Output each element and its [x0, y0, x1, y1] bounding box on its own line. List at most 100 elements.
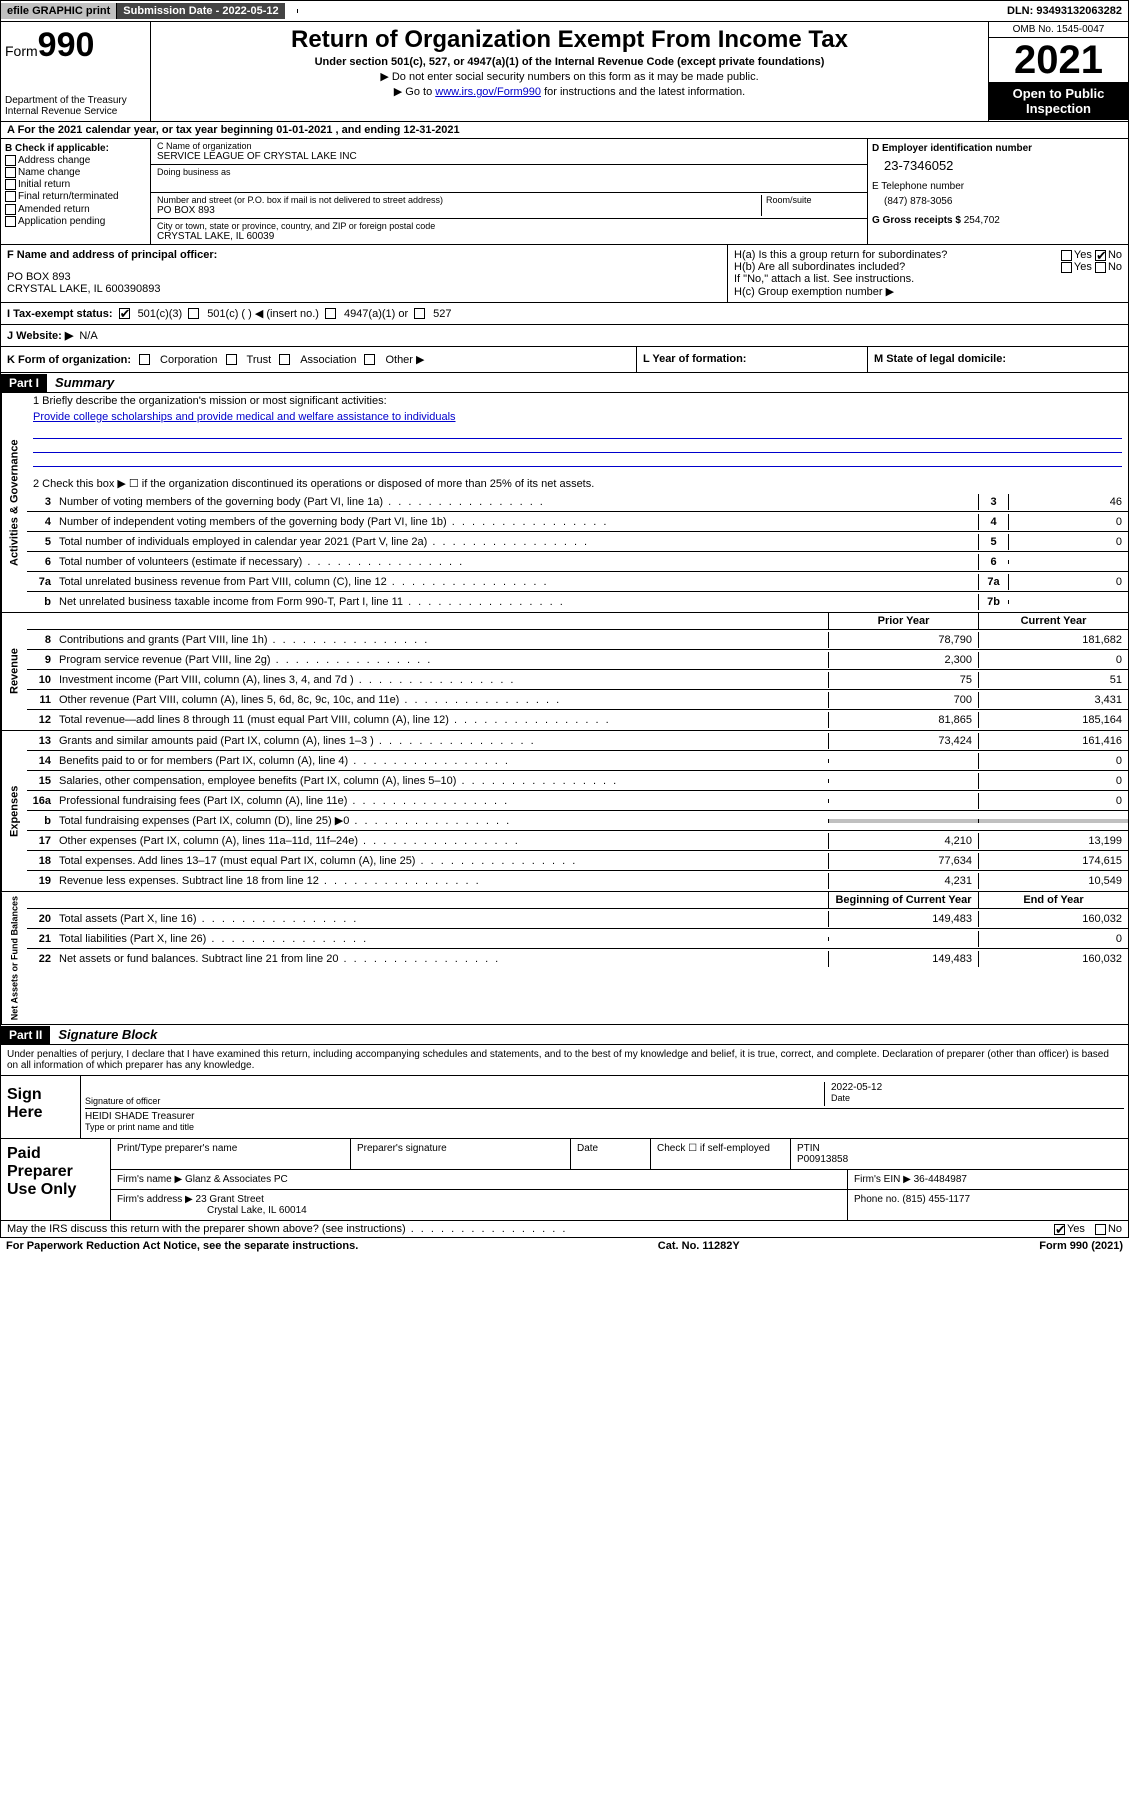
q2-checkbox: 2 Check this box ▶ ☐ if the organization…: [27, 475, 1128, 492]
firm-ein: Firm's EIN ▶ 36-4484987: [848, 1170, 1128, 1189]
line-21: 21Total liabilities (Part X, line 26)0: [27, 929, 1128, 949]
signature-declaration: Under penalties of perjury, I declare th…: [0, 1045, 1129, 1076]
chk-amended[interactable]: Amended return: [5, 204, 146, 215]
hb-note: If "No," attach a list. See instructions…: [734, 273, 1122, 285]
sig-date-label: Date: [831, 1093, 1124, 1103]
i-label: I Tax-exempt status:: [7, 308, 113, 320]
q1-label: 1 Briefly describe the organization's mi…: [27, 393, 1128, 409]
omb-number: OMB No. 1545-0047: [989, 22, 1128, 38]
footer-left: For Paperwork Reduction Act Notice, see …: [6, 1240, 358, 1252]
chk-corp[interactable]: [139, 354, 150, 365]
row-i-tax-status: I Tax-exempt status: 501(c)(3) 501(c) ( …: [0, 303, 1129, 325]
sig-officer-label: Signature of officer: [85, 1096, 824, 1106]
line-15: 15Salaries, other compensation, employee…: [27, 771, 1128, 791]
sign-here-label: Sign Here: [1, 1076, 81, 1138]
irs-label: Internal Revenue Service: [5, 106, 146, 117]
line-11: 11Other revenue (Part VIII, column (A), …: [27, 690, 1128, 710]
row-klm: K Form of organization: Corporation Trus…: [0, 347, 1129, 373]
org-city: CRYSTAL LAKE, IL 60039: [157, 231, 861, 242]
j-label: J Website: ▶: [7, 329, 73, 342]
gov-line-3: 3Number of voting members of the governi…: [27, 492, 1128, 512]
part2-badge: Part II: [1, 1026, 50, 1044]
rev-col-header: Prior Year Current Year: [27, 613, 1128, 630]
line-18: 18Total expenses. Add lines 13–17 (must …: [27, 851, 1128, 871]
tel-value: (847) 878-3056: [872, 192, 1124, 215]
chk-name-change[interactable]: Name change: [5, 167, 146, 178]
paid-preparer-block: Paid Preparer Use Only Print/Type prepar…: [0, 1139, 1129, 1221]
col-b-checkboxes: B Check if applicable: Address change Na…: [1, 139, 151, 244]
vtab-net: Net Assets or Fund Balances: [1, 892, 27, 1024]
note-link: ▶ Go to www.irs.gov/Form990 for instruct…: [155, 85, 984, 98]
gross-receipts: G Gross receipts $ 254,702: [872, 215, 1124, 226]
sig-date: 2022-05-12: [831, 1082, 1124, 1093]
firm-name-row: Firm's name ▶ Glanz & Associates PC: [111, 1170, 848, 1189]
row-j-website: J Website: ▶ N/A: [0, 325, 1129, 347]
chk-app-pending[interactable]: Application pending: [5, 216, 146, 227]
prep-sig-hdr: Preparer's signature: [351, 1139, 571, 1169]
col-h-group: H(a) Is this a group return for subordin…: [728, 245, 1128, 302]
line-22: 22Net assets or fund balances. Subtract …: [27, 949, 1128, 969]
col-d: D Employer identification number 23-7346…: [868, 139, 1128, 244]
header-left: Form990 Department of the Treasury Inter…: [1, 22, 151, 121]
form-number: 990: [38, 26, 95, 64]
col-f-officer: F Name and address of principal officer:…: [1, 245, 728, 302]
chk-4947[interactable]: [325, 308, 336, 319]
sign-here-block: Sign Here Signature of officer 2022-05-1…: [0, 1076, 1129, 1139]
prep-ptin: PTINP00913858: [791, 1139, 1128, 1169]
firm-phone: Phone no. (815) 455-1177: [848, 1190, 1128, 1220]
ein-value: 23-7346052: [872, 154, 1124, 181]
prior-year-hdr: Prior Year: [828, 613, 978, 629]
chk-assoc[interactable]: [279, 354, 290, 365]
chk-501c[interactable]: [188, 308, 199, 319]
officer-name: HEIDI SHADE Treasurer: [85, 1111, 1124, 1122]
part1-badge: Part I: [1, 374, 47, 392]
gov-line-7a: 7aTotal unrelated business revenue from …: [27, 572, 1128, 592]
header-right: OMB No. 1545-0047 2021 Open to Public In…: [988, 22, 1128, 121]
section-governance: Activities & Governance 1 Briefly descri…: [0, 393, 1129, 613]
chk-trust[interactable]: [226, 354, 237, 365]
section-revenue: Revenue Prior Year Current Year 8Contrib…: [0, 613, 1129, 731]
line-20: 20Total assets (Part X, line 16)149,4831…: [27, 909, 1128, 929]
line-b: bTotal fundraising expenses (Part IX, co…: [27, 811, 1128, 831]
ha-label: H(a) Is this a group return for subordin…: [734, 249, 947, 261]
begin-year-hdr: Beginning of Current Year: [828, 892, 978, 908]
footer-mid: Cat. No. 11282Y: [658, 1240, 740, 1252]
end-year-hdr: End of Year: [978, 892, 1128, 908]
may-irs-yes[interactable]: [1054, 1224, 1065, 1235]
dln: DLN: 93493132063282: [1001, 3, 1128, 19]
vtab-expenses: Expenses: [1, 731, 27, 891]
dept-treasury: Department of the Treasury: [5, 95, 146, 106]
form-label: Form: [5, 43, 38, 59]
chk-527[interactable]: [414, 308, 425, 319]
part2-header: Part II Signature Block: [0, 1025, 1129, 1045]
chk-final-return[interactable]: Final return/terminated: [5, 191, 146, 202]
c-name-label: C Name of organization: [157, 141, 861, 151]
vtab-revenue: Revenue: [1, 613, 27, 730]
room-label: Room/suite: [761, 195, 861, 216]
line-14: 14Benefits paid to or for members (Part …: [27, 751, 1128, 771]
may-irs-q: May the IRS discuss this return with the…: [7, 1223, 1054, 1235]
dba-label: Doing business as: [157, 167, 861, 177]
website-value: N/A: [79, 330, 97, 342]
chk-501c3[interactable]: [119, 308, 130, 319]
form-subtitle: Under section 501(c), 527, or 4947(a)(1)…: [155, 56, 984, 68]
header-mid: Return of Organization Exempt From Incom…: [151, 22, 988, 121]
chk-initial-return[interactable]: Initial return: [5, 179, 146, 190]
net-col-header: Beginning of Current Year End of Year: [27, 892, 1128, 909]
submission-date-label: Submission Date - 2022-05-12: [117, 3, 284, 19]
mission-text: Provide college scholarships and provide…: [33, 411, 456, 423]
mission-blank-2: [33, 439, 1122, 453]
line-10: 10Investment income (Part VIII, column (…: [27, 670, 1128, 690]
hc-label: H(c) Group exemption number ▶: [734, 285, 1122, 298]
chk-other[interactable]: [364, 354, 375, 365]
irs-link[interactable]: www.irs.gov/Form990: [435, 86, 541, 98]
open-public-badge: Open to Public Inspection: [989, 82, 1128, 120]
footer-right: Form 990 (2021): [1039, 1240, 1123, 1252]
efile-badge[interactable]: efile GRAPHIC print: [1, 3, 117, 19]
chk-address-change[interactable]: Address change: [5, 155, 146, 166]
may-irs-no[interactable]: [1095, 1224, 1106, 1235]
section-expenses: Expenses 13Grants and similar amounts pa…: [0, 731, 1129, 892]
org-name: SERVICE LEAGUE OF CRYSTAL LAKE INC: [157, 151, 861, 162]
top-bar: efile GRAPHIC print Submission Date - 20…: [0, 0, 1129, 22]
d-ein-label: D Employer identification number: [872, 143, 1124, 154]
